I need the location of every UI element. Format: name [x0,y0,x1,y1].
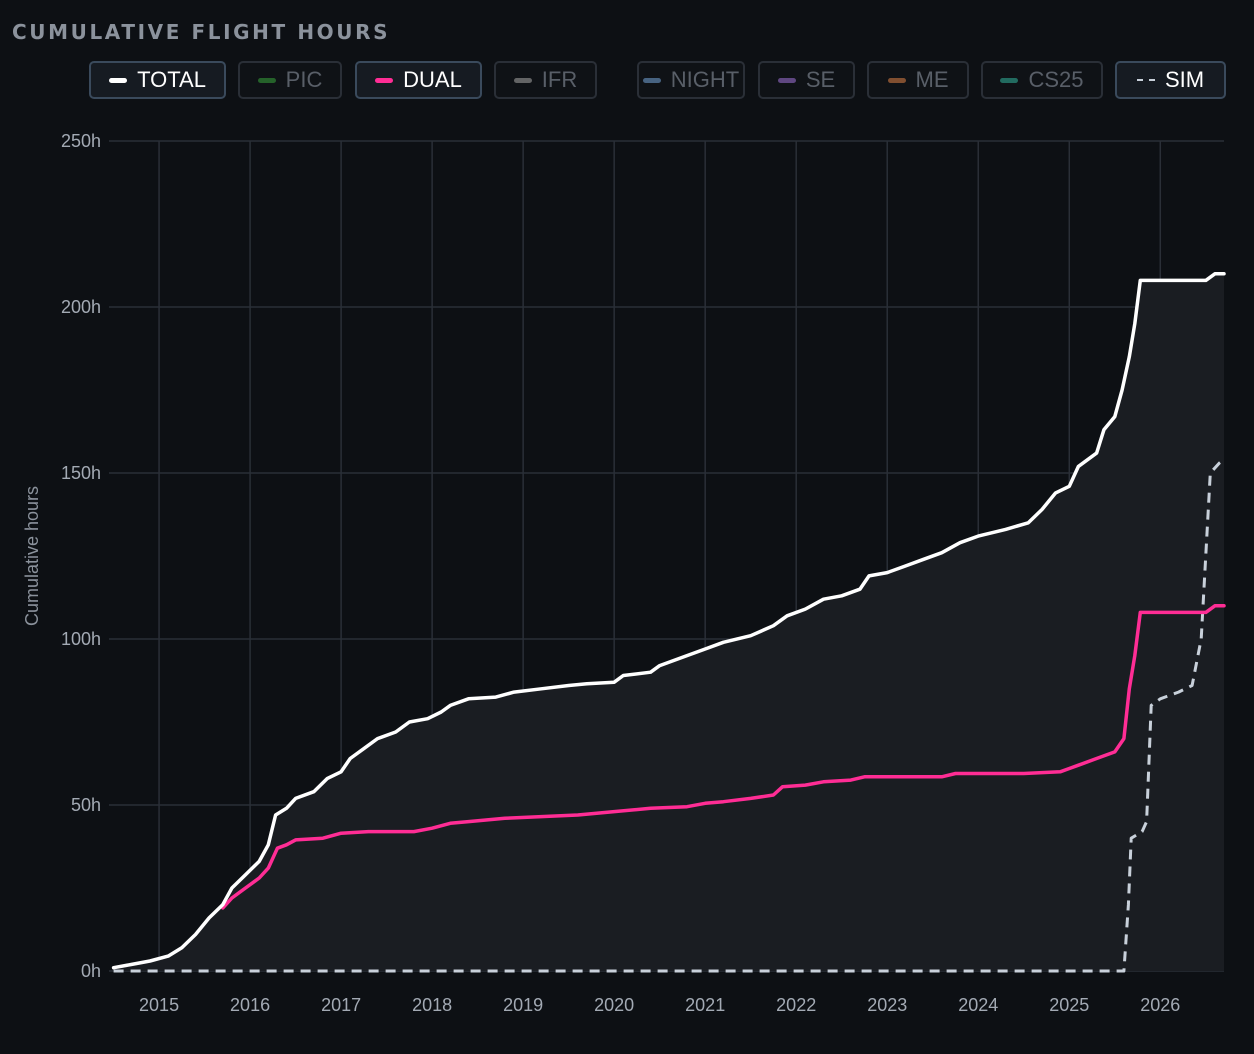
legend-label: TOTAL [137,67,206,92]
x-tick-label: 2022 [776,995,816,1015]
series-line-sim [113,458,1225,973]
legend-label: DUAL [403,67,462,92]
legend-swatch [642,77,661,83]
legend-toggle-cs25[interactable]: CS25 [981,61,1103,99]
legend-toggle-night[interactable]: NIGHT [637,61,745,99]
x-tick-label: 2018 [412,995,452,1015]
legend-swatch [777,77,796,83]
legend-label: CS25 [1028,67,1084,92]
y-tick-label: 0h [81,961,101,981]
legend-toggle-dual[interactable]: DUAL [355,61,482,99]
legend-swatch [1000,77,1019,83]
x-tick-label: 2023 [867,995,907,1015]
legend-swatch [375,77,394,83]
x-tick-label: 2015 [139,995,179,1015]
legend-label: SE [805,67,836,92]
x-tick-label: 2021 [685,995,725,1015]
legend-label: IFR [541,67,578,92]
legend-swatch [109,77,128,83]
x-tick-label: 2026 [1140,995,1180,1015]
series-layer [111,272,1226,973]
legend-swatch [513,77,532,83]
y-axis-label: Cumulative hours [22,486,42,626]
axis-ticks: 0h 50h 100h 150h 200h 250h 2015 2016 2017 2018 201… [61,131,1180,1015]
legend-toggle-me[interactable]: ME [867,61,969,99]
x-tick-label: 2019 [503,995,543,1015]
y-tick-label: 50h [71,795,101,815]
legend-swatch [257,77,276,83]
legend-label: ME [915,67,949,92]
series-line-dual [221,604,1226,910]
x-tick-label: 2024 [958,995,998,1015]
y-tick-label: 100h [61,629,101,649]
x-tick-label: 2025 [1049,995,1089,1015]
y-tick-label: 200h [61,297,101,317]
series-line-total [111,272,1226,970]
chart-title: CUMULATIVE FLIGHT HOURS [12,20,391,44]
legend-toggle-se[interactable]: SE [758,61,855,99]
legend-label: SIM [1164,67,1205,92]
legend-toggle-pic[interactable]: PIC [238,61,342,99]
x-tick-label: 2020 [594,995,634,1015]
series-area-total [113,273,1225,971]
legend-toggle-total[interactable]: TOTAL [89,61,226,99]
legend-swatch [1136,79,1155,81]
legend-toggle-sim[interactable]: SIM [1115,61,1226,99]
legend-toggle-ifr[interactable]: IFR [494,61,597,99]
x-tick-label: 2016 [230,995,270,1015]
y-tick-label: 250h [61,131,101,151]
legend-swatch [887,77,906,83]
legend-label: NIGHT [670,67,740,92]
y-tick-label: 150h [61,463,101,483]
x-tick-label: 2017 [321,995,361,1015]
legend-label: PIC [285,67,323,92]
